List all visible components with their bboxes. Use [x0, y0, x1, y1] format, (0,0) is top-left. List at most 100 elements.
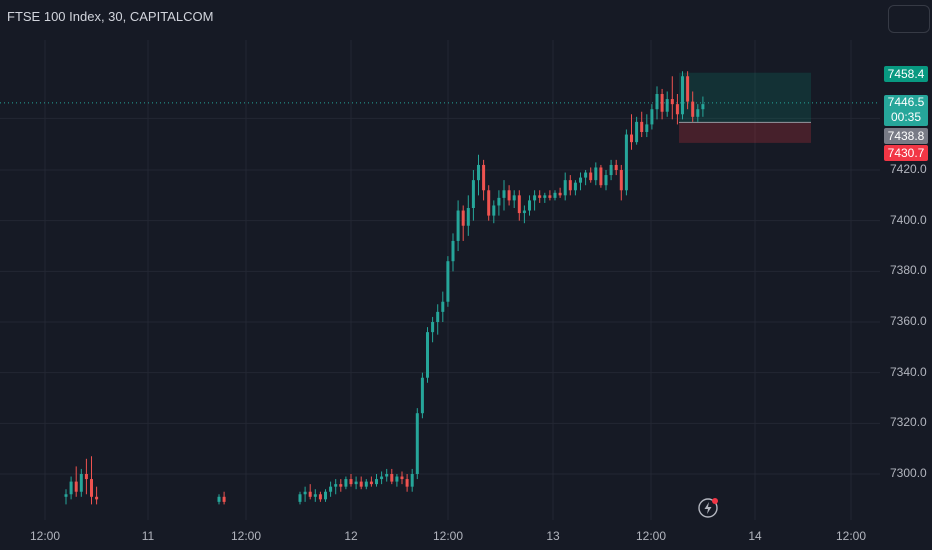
candle-body: [308, 491, 312, 497]
y-tick-label: 7320.0: [890, 415, 927, 430]
candle-body: [701, 104, 705, 110]
candle-body: [441, 301, 445, 312]
loss-zone: [679, 122, 811, 143]
candle-body: [650, 109, 654, 125]
candle-body: [538, 195, 542, 198]
candle-body: [589, 172, 593, 181]
candle-body: [436, 311, 440, 323]
candle-body: [548, 195, 552, 198]
candle-body: [665, 99, 669, 112]
candle-body: [517, 195, 521, 214]
candle-body: [313, 494, 317, 497]
candle-body: [487, 190, 491, 216]
candle-body: [461, 210, 465, 226]
toolbar-button[interactable]: [888, 5, 930, 33]
candle-body: [298, 494, 302, 502]
candle-body: [584, 172, 588, 178]
chart-title: FTSE 100 Index, 30, CAPITALCOM: [7, 9, 214, 24]
candle-body: [64, 494, 68, 497]
candle-body: [395, 476, 399, 482]
candle-body: [369, 481, 373, 485]
candle-body: [670, 99, 674, 105]
candle-body: [543, 195, 547, 198]
candle-body: [69, 481, 73, 495]
x-tick-label: 12: [344, 529, 358, 543]
candle-body: [492, 205, 496, 216]
candle-body: [507, 190, 511, 201]
lightning-icon[interactable]: [697, 497, 719, 519]
candle-body: [522, 210, 526, 214]
candle-body: [645, 124, 649, 133]
candle-body: [415, 413, 419, 474]
candle-body: [533, 195, 537, 201]
candle-body: [681, 76, 684, 115]
y-tick-label: 7380.0: [890, 263, 927, 278]
x-tick-label: 12:00: [635, 529, 667, 543]
candle-body: [400, 476, 404, 480]
x-tick-label: 12:00: [835, 529, 867, 543]
candle-body: [502, 190, 506, 198]
candle-body: [528, 200, 531, 211]
candle-body: [594, 167, 598, 181]
candle-body: [512, 195, 516, 201]
stop-price-label: 7430.7: [884, 145, 928, 161]
candle-body: [222, 496, 226, 502]
candle-body: [431, 322, 435, 333]
candle-body: [466, 208, 470, 226]
x-tick-label: 14: [748, 529, 762, 543]
candle-body: [334, 484, 338, 487]
entry-price-label: 7438.8: [884, 128, 928, 144]
candle-body: [426, 332, 429, 378]
candle-body: [451, 240, 455, 262]
candle-body: [339, 484, 343, 487]
candle-body: [364, 481, 368, 487]
candle-body: [660, 94, 664, 112]
bar-countdown: 00:35: [890, 110, 922, 124]
x-tick-label: 12:00: [230, 529, 262, 543]
y-tick-label: 7360.0: [890, 314, 927, 328]
candle-body: [324, 491, 327, 500]
candle-body: [74, 481, 78, 492]
candle-body: [410, 474, 414, 487]
y-tick-label: 7300.0: [890, 466, 927, 480]
candle-body: [390, 474, 394, 482]
candle-body: [354, 481, 358, 485]
x-tick-label: 11: [141, 529, 155, 543]
x-tick-label: 12:00: [432, 529, 464, 543]
candle-body: [640, 121, 644, 133]
candle-body: [344, 479, 348, 487]
x-tick-label: 12:00: [29, 529, 61, 543]
candle-body: [482, 164, 486, 191]
candle-body: [375, 479, 378, 485]
candle-body: [446, 261, 450, 302]
candle-body: [318, 494, 322, 500]
candle-body: [349, 479, 353, 485]
x-tick-label: 13: [546, 529, 560, 543]
candle-body: [553, 192, 557, 198]
candle-body: [568, 180, 572, 191]
y-tick-label: 7340.0: [890, 364, 927, 379]
candle-body: [635, 121, 639, 143]
candle-body: [675, 104, 679, 115]
candle-body: [329, 486, 333, 492]
candle-body: [471, 180, 475, 209]
candle-body: [696, 109, 700, 117]
candle-body: [405, 479, 409, 487]
candle-body: [217, 496, 221, 502]
candle-body: [359, 481, 363, 487]
candle-body: [686, 76, 690, 102]
current-price-label: 7446.5 00:35: [884, 95, 928, 126]
candle-body: [614, 164, 618, 171]
candle-body: [563, 180, 567, 196]
candle-body: [456, 210, 460, 241]
candle-body: [619, 170, 623, 191]
candle-body: [385, 474, 389, 477]
candle-body: [497, 197, 501, 206]
current-price-value: 7446.5: [887, 95, 925, 109]
candle-body: [303, 491, 307, 495]
candle-body: [655, 94, 659, 110]
candle-body: [604, 175, 608, 186]
candle-body: [477, 164, 480, 181]
candle-body: [573, 182, 577, 191]
